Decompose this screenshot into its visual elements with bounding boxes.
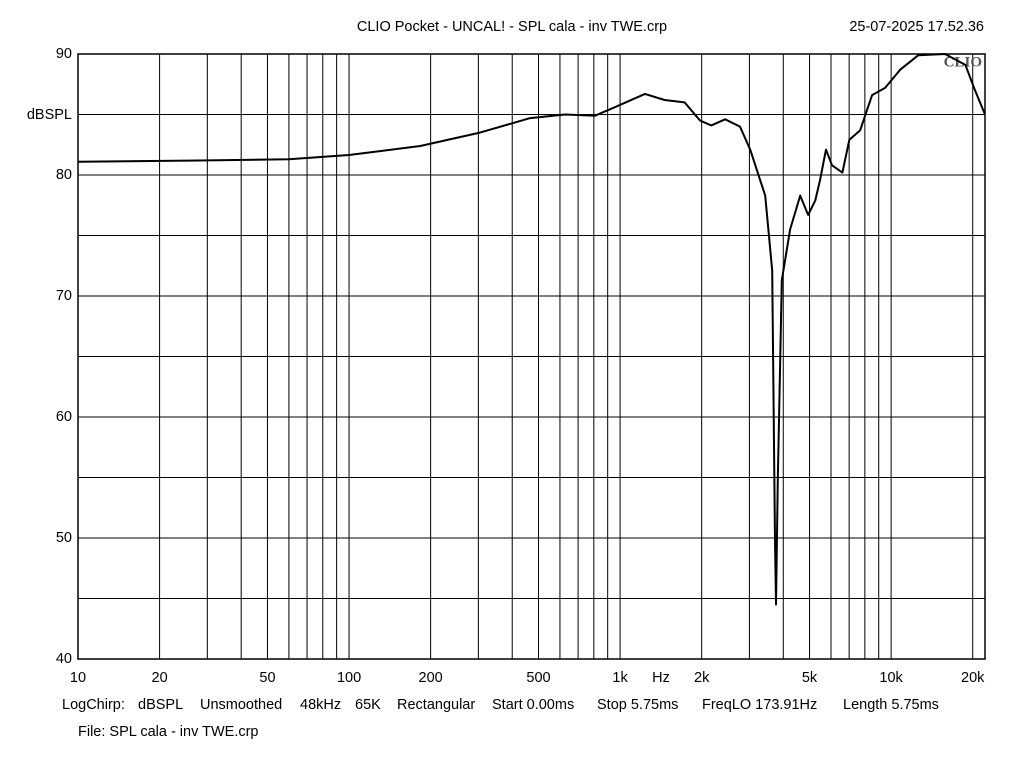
y-tick-label: 60 (56, 409, 72, 425)
info-item: 48kHz (300, 697, 341, 713)
chart-title: CLIO Pocket - UNCAL! - SPL cala - inv TW… (357, 19, 667, 35)
x-tick-label: 50 (259, 670, 275, 686)
y-tick-label: 80 (56, 167, 72, 183)
y-tick-label: 40 (56, 651, 72, 667)
x-tick-label: 20 (152, 670, 168, 686)
x-tick-label: 2k (694, 670, 710, 686)
x-tick-label: 5k (802, 670, 818, 686)
y-axis-label: dBSPL (27, 107, 72, 123)
timestamp: 25-07-2025 17.52.36 (849, 19, 984, 35)
response-curve (78, 53, 985, 606)
info-item: Length 5.75ms (843, 697, 939, 713)
info-item: dBSPL (138, 697, 183, 713)
info-item: Start 0.00ms (492, 697, 574, 713)
x-tick-label: 200 (419, 670, 443, 686)
file-name: File: SPL cala - inv TWE.crp (78, 724, 259, 740)
y-tick-label: 50 (56, 530, 72, 546)
info-item: Stop 5.75ms (597, 697, 678, 713)
x-tick-label: 100 (337, 670, 361, 686)
info-item: Rectangular (397, 697, 475, 713)
x-tick-label: 10 (70, 670, 86, 686)
info-item: FreqLO 173.91Hz (702, 697, 817, 713)
x-tick-label: 20k (961, 670, 985, 686)
info-item: LogChirp: (62, 697, 125, 713)
x-tick-label: 10k (879, 670, 903, 686)
x-axis-label: Hz (652, 670, 670, 686)
info-item: 65K (355, 697, 381, 713)
y-tick-label: 90 (56, 46, 72, 62)
x-tick-label: 500 (526, 670, 550, 686)
info-item: Unsmoothed (200, 697, 282, 713)
x-tick-label: 1k (612, 670, 628, 686)
plot-frame (77, 53, 986, 660)
y-tick-label: 70 (56, 288, 72, 304)
